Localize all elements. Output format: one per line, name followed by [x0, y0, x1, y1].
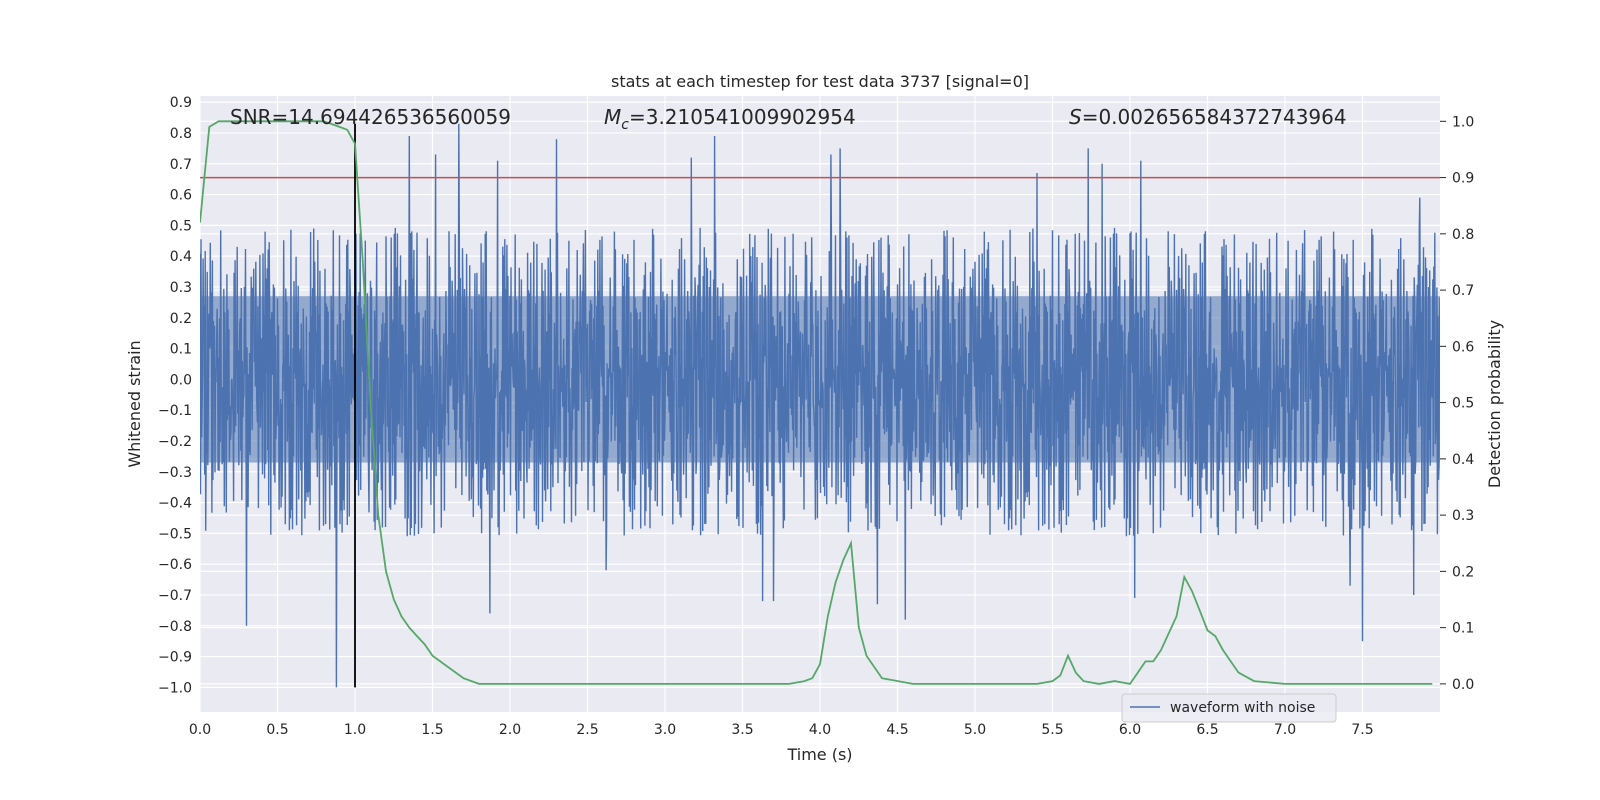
- y-right-tick-label: 0.1: [1452, 621, 1474, 637]
- y-left-tick-label: 0.1: [170, 342, 192, 358]
- x-tick-label: 6.5: [1196, 722, 1218, 738]
- y-left-tick-label: 0.0: [170, 372, 192, 388]
- y-left-tick-label: 0.6: [170, 188, 192, 204]
- waveform-series: [200, 123, 1440, 688]
- y-right-axis-label: Detection probability: [1485, 320, 1504, 488]
- x-tick-label: 4.0: [809, 722, 831, 738]
- legend-label: waveform with noise: [1170, 700, 1315, 716]
- chirp-mass-annotation: Mc=3.210541009902954: [604, 105, 856, 133]
- detection-probability-series: [200, 120, 1433, 685]
- legend: waveform with noise: [1121, 693, 1337, 723]
- waveform-core-band: [200, 296, 1440, 463]
- y-left-tick-label: 0.4: [170, 249, 192, 265]
- y-left-tick-label: −0.1: [158, 403, 192, 419]
- x-tick-label: 0.5: [266, 722, 288, 738]
- x-tick-label: 5.5: [1041, 722, 1063, 738]
- x-tick-label: 7.0: [1274, 722, 1296, 738]
- y-right-tick-label: 0.2: [1452, 564, 1474, 580]
- x-tick-label: 4.5: [886, 722, 908, 738]
- y-left-axis-ticks: 0.9 0.8 0.7 0.6 0.5 0.4 0.3 0.2 0.1 0.0 −0.1 −0.2 −0…: [158, 95, 192, 696]
- y-left-tick-label: 0.2: [170, 311, 192, 327]
- y-right-tick-label: 0.4: [1452, 452, 1474, 468]
- y-right-tick-label: 0.3: [1452, 508, 1474, 524]
- y-left-axis-label: Whitened strain: [125, 340, 144, 467]
- x-tick-label: 5.0: [964, 722, 986, 738]
- x-axis-ticks: 0.0 0.5 1.0 1.5 2.0 2.5 3.0 3.5 4.0 4.5 5.0 5.5 6.0 6…: [189, 722, 1374, 738]
- y-right-tick-label: 0.8: [1452, 227, 1474, 243]
- x-tick-label: 2.5: [576, 722, 598, 738]
- y-right-tick-label: 0.6: [1452, 339, 1474, 355]
- x-tick-label: 3.5: [731, 722, 753, 738]
- x-tick-label: 6.0: [1119, 722, 1141, 738]
- y-right-tick-label: 0.0: [1452, 677, 1474, 693]
- detection-probability-line: [200, 120, 1433, 685]
- y-left-tick-label: −0.4: [158, 496, 192, 512]
- y-left-tick-label: −0.2: [158, 434, 192, 450]
- y-left-tick-label: −0.7: [158, 588, 192, 604]
- legend-box: [1121, 693, 1337, 723]
- x-tick-label: 1.5: [421, 722, 443, 738]
- y-right-tick-label: 0.5: [1452, 396, 1474, 412]
- y-left-tick-label: −0.3: [158, 465, 192, 481]
- y-left-tick-label: 0.3: [170, 280, 192, 296]
- x-axis-label: Time (s): [786, 745, 852, 764]
- y-right-tick-label: 0.7: [1452, 283, 1474, 299]
- y-left-tick-label: −0.6: [158, 557, 192, 573]
- x-tick-label: 3.0: [654, 722, 676, 738]
- y-left-tick-label: 0.9: [170, 95, 192, 111]
- y-right-tick-label: 0.9: [1452, 171, 1474, 187]
- y-left-tick-label: −0.5: [158, 526, 192, 542]
- x-tick-label: 7.5: [1351, 722, 1373, 738]
- s-annotation: S=0.002656584372743964: [1069, 105, 1347, 129]
- snr-annotation: SNR=14.694426536560059: [230, 105, 511, 129]
- y-left-tick-label: 0.8: [170, 126, 192, 142]
- chart-title: stats at each timestep for test data 373…: [611, 72, 1029, 91]
- x-tick-label: 2.0: [499, 722, 521, 738]
- y-left-tick-label: 0.5: [170, 218, 192, 234]
- y-left-tick-label: 0.7: [170, 157, 192, 173]
- y-left-tick-label: −1.0: [158, 680, 192, 696]
- y-left-tick-label: −0.9: [158, 650, 192, 666]
- y-right-axis-ticks: 1.0 0.9 0.8 0.7 0.6 0.5 0.4 0.3 0.2 0.1 0.0: [1440, 114, 1474, 693]
- x-tick-label: 0.0: [189, 722, 211, 738]
- y-left-tick-label: −0.8: [158, 619, 192, 635]
- y-right-tick-label: 1.0: [1452, 114, 1474, 130]
- x-tick-label: 1.0: [344, 722, 366, 738]
